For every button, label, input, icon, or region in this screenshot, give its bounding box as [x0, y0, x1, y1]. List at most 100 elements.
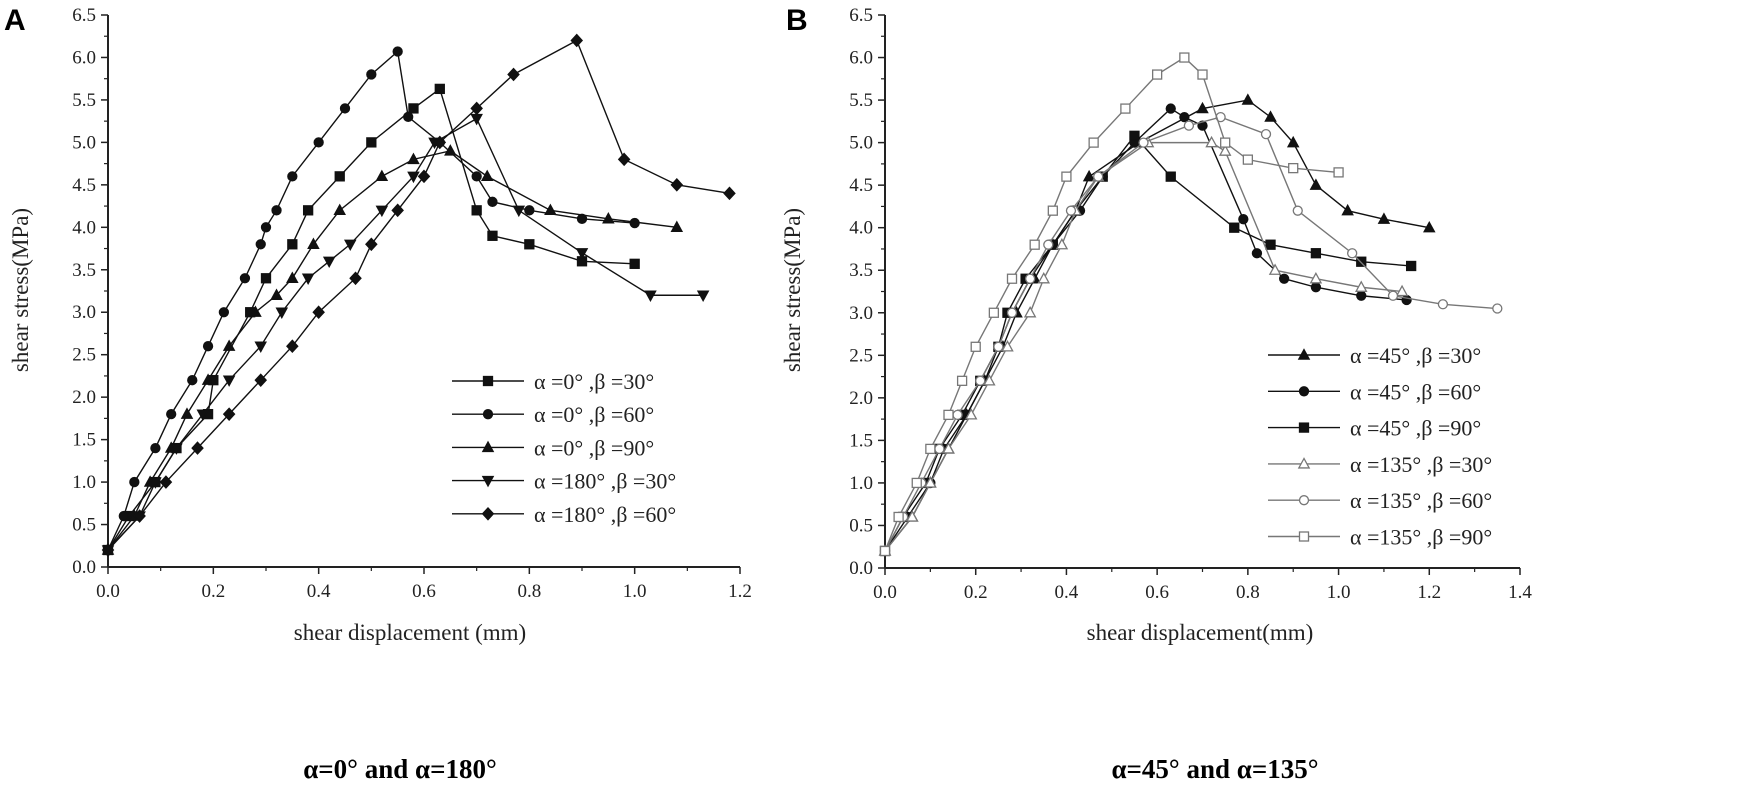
marker-square	[1298, 422, 1310, 433]
marker-diamond	[222, 407, 236, 421]
marker-circle	[287, 171, 298, 182]
marker-square	[471, 205, 482, 216]
x-tick-label: 0.0	[873, 582, 897, 603]
y-tick-label: 3.5	[72, 260, 96, 281]
y-tick-label: 0.5	[72, 515, 96, 536]
marker-diamond	[159, 475, 173, 489]
marker-triangle-up	[407, 152, 420, 165]
marker-square	[1120, 103, 1131, 114]
panel-caption: α=0° and α=180°	[303, 754, 497, 784]
marker-triangle-up	[1297, 348, 1311, 360]
marker-diamond	[507, 67, 520, 82]
series-line	[884, 56, 1339, 552]
marker-triangle-up	[307, 237, 320, 249]
marker-square	[524, 239, 535, 250]
marker-triangle-up	[480, 169, 494, 182]
marker-circle	[1260, 128, 1272, 140]
legend-label: α =0° ,β =30°	[534, 369, 654, 394]
x-tick-label: 0.8	[1236, 582, 1260, 603]
marker-circle	[524, 205, 535, 216]
marker-square	[366, 137, 377, 148]
marker-square	[925, 443, 936, 455]
marker-triangle-down	[696, 290, 710, 302]
marker-triangle-down	[322, 256, 336, 269]
legend-item: α =180° ,β =60°	[452, 502, 676, 527]
legend-label: α =135° ,β =90°	[1350, 525, 1492, 550]
legend-label: α =0° ,β =60°	[534, 402, 654, 427]
legend-label: α =180° ,β =30°	[534, 469, 676, 494]
marker-square	[408, 103, 419, 114]
marker-triangle-down	[170, 443, 183, 455]
x-tick-label: 1.0	[623, 581, 647, 602]
marker-circle	[239, 273, 251, 284]
x-tick-label: 0.4	[1055, 582, 1079, 603]
x-tick-label: 0.0	[96, 581, 120, 602]
y-tick-label: 1.5	[72, 430, 96, 451]
legend-label: α =135° ,β =30°	[1350, 452, 1492, 477]
y-tick-label: 4.0	[72, 217, 96, 238]
y-tick-label: 5.0	[849, 133, 873, 154]
marker-diamond	[312, 305, 325, 320]
marker-triangle-down	[275, 307, 289, 319]
series-1	[102, 46, 640, 556]
marker-triangle-up	[544, 203, 557, 216]
marker-diamond	[349, 271, 362, 286]
marker-diamond	[365, 237, 378, 252]
marker-triangle-down	[149, 477, 162, 489]
y-tick-label: 3.0	[849, 303, 873, 324]
marker-square	[302, 205, 314, 216]
marker-circle	[1179, 111, 1190, 123]
marker-circle	[1138, 137, 1149, 148]
marker-square	[1310, 248, 1322, 259]
marker-diamond	[570, 33, 584, 48]
marker-circle	[218, 307, 230, 318]
marker-triangle-down	[407, 171, 420, 184]
marker-circle	[166, 408, 177, 420]
marker-triangle-up	[222, 339, 236, 351]
marker-triangle-up	[180, 407, 194, 419]
marker-triangle-up	[1241, 93, 1255, 105]
marker-circle	[1278, 273, 1290, 284]
marker-diamond	[481, 506, 495, 521]
marker-triangle-down	[343, 239, 357, 252]
marker-triangle-up	[1001, 340, 1014, 352]
legend-label: α =135° ,β =60°	[1350, 488, 1492, 513]
marker-square	[1265, 239, 1276, 250]
marker-triangle-up	[1377, 212, 1391, 224]
panel-letter: B	[786, 4, 808, 37]
marker-square	[1179, 52, 1190, 63]
marker-circle	[1197, 120, 1208, 131]
panel-a: A 0.0 0.5 1.0 1.5 2.0 2.5 3.0 3.5 4.0 4.5 5.0 5.5 6.0…	[4, 4, 752, 784]
marker-square	[1298, 531, 1310, 542]
marker-diamond	[617, 152, 631, 167]
x-axis-label: shear displacement(mm)	[1087, 620, 1314, 645]
x-tick-label: 0.2	[964, 582, 988, 603]
legend-label: α =45° ,β =30°	[1350, 343, 1481, 368]
series-3	[878, 135, 1409, 556]
marker-square	[434, 83, 445, 95]
y-tick-label: 6.0	[849, 48, 873, 69]
series-5	[879, 52, 1344, 557]
marker-square	[1288, 162, 1299, 174]
marker-triangle-up	[905, 510, 919, 522]
y-tick-label: 1.0	[72, 472, 96, 493]
legend-label: α =180° ,β =60°	[534, 502, 676, 527]
y-tick-label: 5.5	[72, 90, 96, 111]
marker-triangle-up	[1268, 263, 1282, 275]
marker-square	[1333, 167, 1344, 178]
marker-triangle-up	[942, 442, 955, 454]
marker-diamond	[133, 509, 146, 523]
marker-circle	[150, 442, 161, 454]
marker-circle	[1356, 290, 1367, 301]
y-tick-label: 4.5	[849, 175, 873, 196]
panel-letter: A	[4, 4, 26, 37]
marker-square	[1088, 137, 1099, 148]
marker-square	[287, 239, 298, 250]
marker-circle	[1292, 205, 1303, 216]
series-4	[101, 33, 736, 557]
y-tick-label: 0.0	[849, 558, 873, 579]
marker-triangle-up	[444, 144, 457, 156]
marker-triangle-up	[1196, 101, 1209, 114]
series-2	[101, 144, 684, 555]
marker-triangle-down	[470, 113, 483, 126]
